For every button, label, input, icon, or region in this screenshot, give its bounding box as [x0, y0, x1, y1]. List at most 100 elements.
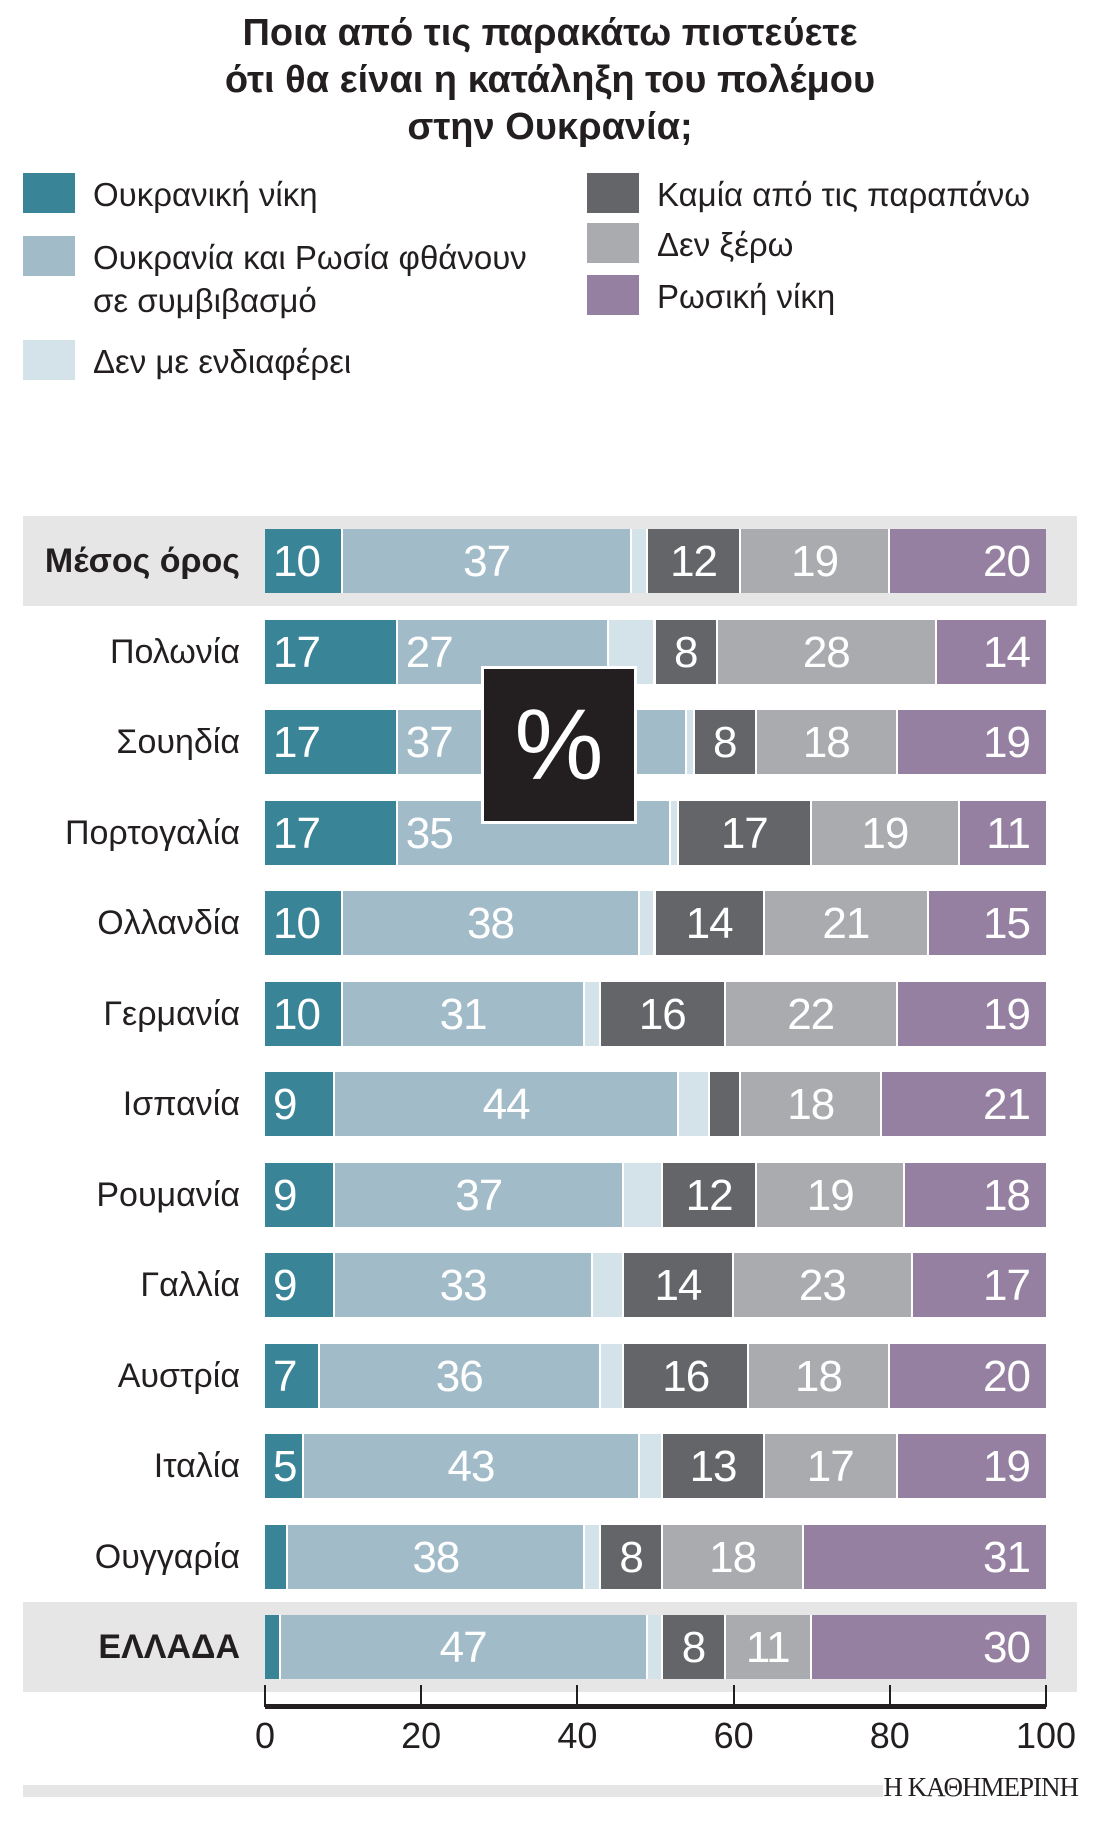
legend-swatch: [587, 223, 639, 263]
data-label: 13: [689, 1442, 738, 1491]
category-label: Ισπανία: [122, 1085, 240, 1123]
data-label: 9: [273, 1080, 298, 1129]
legend-label: Δεν ξέρω: [657, 226, 794, 263]
source-logo: Η ΚΑΘΗΜΕΡΙΝΗ: [883, 1772, 1079, 1802]
bar-segment: 8: [663, 1615, 726, 1679]
category-label: Ολλανδία: [97, 904, 240, 942]
bar-segment: 37: [343, 529, 633, 593]
bar-segment: 22: [725, 981, 898, 1046]
bar-segment: [265, 1615, 281, 1679]
bar-segment: 17: [265, 710, 398, 774]
bar-segment: 10: [265, 981, 344, 1046]
category-label: Πολωνία: [109, 632, 240, 671]
data-label: 44: [482, 1080, 531, 1129]
bar-segment: 8: [694, 710, 758, 774]
bar-segment: [671, 800, 679, 865]
bar-segment: 15: [928, 891, 1046, 955]
bar-segment: 17: [678, 800, 812, 865]
bar-segment: 37: [335, 1162, 625, 1227]
legend-swatch: [23, 236, 75, 276]
bar-segment: [639, 891, 656, 955]
bar-segment: 21: [881, 1072, 1046, 1136]
x-tick: [888, 1685, 891, 1707]
category-label: Ιταλία: [153, 1447, 240, 1485]
category-label: ΕΛΛΑΔΑ: [98, 1628, 240, 1666]
data-label: 37: [455, 1170, 503, 1220]
bar-segment: 18: [741, 1072, 882, 1136]
category-label: Αυστρία: [117, 1356, 240, 1395]
legend-swatch: [23, 340, 75, 380]
bar-segment: 30: [811, 1615, 1046, 1679]
bar-segment: 16: [624, 1343, 750, 1408]
data-label: 14: [685, 899, 734, 948]
category-label: Γερμανία: [103, 994, 240, 1033]
bar-segment: [585, 1524, 601, 1589]
category-label: Ουγγαρία: [94, 1537, 240, 1576]
bar-segment: 11: [725, 1615, 812, 1679]
x-axis-line: [265, 1704, 1046, 1709]
legend-label: Δεν με ενδιαφέρει: [93, 343, 352, 380]
data-label: 43: [447, 1442, 495, 1491]
bar-segment: 31: [343, 981, 586, 1046]
footer-bar: [23, 1785, 883, 1797]
bar-segment: 38: [343, 891, 640, 955]
category-label: Ρουμανία: [96, 1175, 240, 1214]
legend-item: Ουκρανία και Ρωσία φθάνουν σε συμβιβασμό: [23, 236, 527, 322]
legend-swatch: [587, 173, 639, 213]
data-label: 17: [273, 627, 321, 677]
data-label: 19: [983, 989, 1031, 1039]
bar-segment: [593, 1253, 625, 1317]
data-label: 16: [662, 1351, 710, 1401]
title-line: ότι θα είναι η κατάληξη του πολέμου: [224, 59, 876, 101]
data-label: 27: [405, 627, 454, 677]
data-label: 37: [463, 537, 511, 586]
data-label: 9: [273, 1261, 298, 1310]
data-label: 10: [273, 899, 321, 948]
bar-segment: 12: [647, 529, 742, 593]
data-label: 20: [983, 1351, 1031, 1401]
bar-segment: 38: [288, 1524, 586, 1589]
bar-segment: [710, 1072, 742, 1136]
data-label: 10: [273, 537, 321, 586]
data-label: 30: [983, 1623, 1031, 1672]
title-line: Ποια από τις παρακάτω πιστεύετε: [242, 12, 858, 54]
bar-segment: [632, 529, 648, 593]
data-label: 11: [745, 1623, 791, 1672]
data-label: 14: [983, 627, 1031, 677]
legend-item: Ρωσική νίκη: [587, 275, 835, 318]
data-label: 8: [619, 1532, 643, 1582]
bar-segment: 18: [757, 710, 898, 774]
data-label: 17: [806, 1442, 855, 1491]
x-tick-label: 20: [401, 1715, 442, 1756]
bar-segment: [624, 1162, 664, 1227]
data-label: 12: [670, 537, 718, 586]
legend-label: Καμία από τις παραπάνω: [657, 176, 1030, 213]
data-label: 19: [983, 1442, 1031, 1491]
data-label: 17: [983, 1261, 1031, 1310]
bar-segment: 33: [335, 1253, 593, 1317]
legend-label: Ουκρανική νίκη: [93, 176, 318, 213]
legend-item: Δεν ξέρω: [587, 223, 793, 266]
x-tick-label: 80: [869, 1715, 910, 1756]
bar-segment: 18: [663, 1524, 804, 1589]
data-label: 19: [983, 718, 1031, 767]
data-label: 31: [983, 1532, 1031, 1582]
data-label: 8: [713, 718, 737, 767]
bar-segment: [678, 1072, 711, 1136]
bar-segment: 10: [265, 891, 344, 955]
data-label: 16: [638, 989, 687, 1039]
data-label: 18: [802, 718, 851, 767]
data-label: 21: [983, 1080, 1031, 1129]
bar-segment: [265, 1524, 289, 1589]
bar-segment: 31: [803, 1524, 1046, 1589]
bar-segment: 9: [265, 1253, 336, 1317]
bar-segment: [639, 1434, 664, 1498]
data-label: 23: [798, 1261, 847, 1310]
bar-segment: 17: [265, 800, 398, 865]
category-label: Πορτογαλία: [64, 813, 240, 852]
bar-segment: 8: [600, 1524, 664, 1589]
x-tick: [1045, 1685, 1047, 1707]
bar-segment: 16: [600, 981, 726, 1046]
x-tick: [420, 1685, 423, 1707]
bar-segment: 19: [897, 981, 1046, 1046]
